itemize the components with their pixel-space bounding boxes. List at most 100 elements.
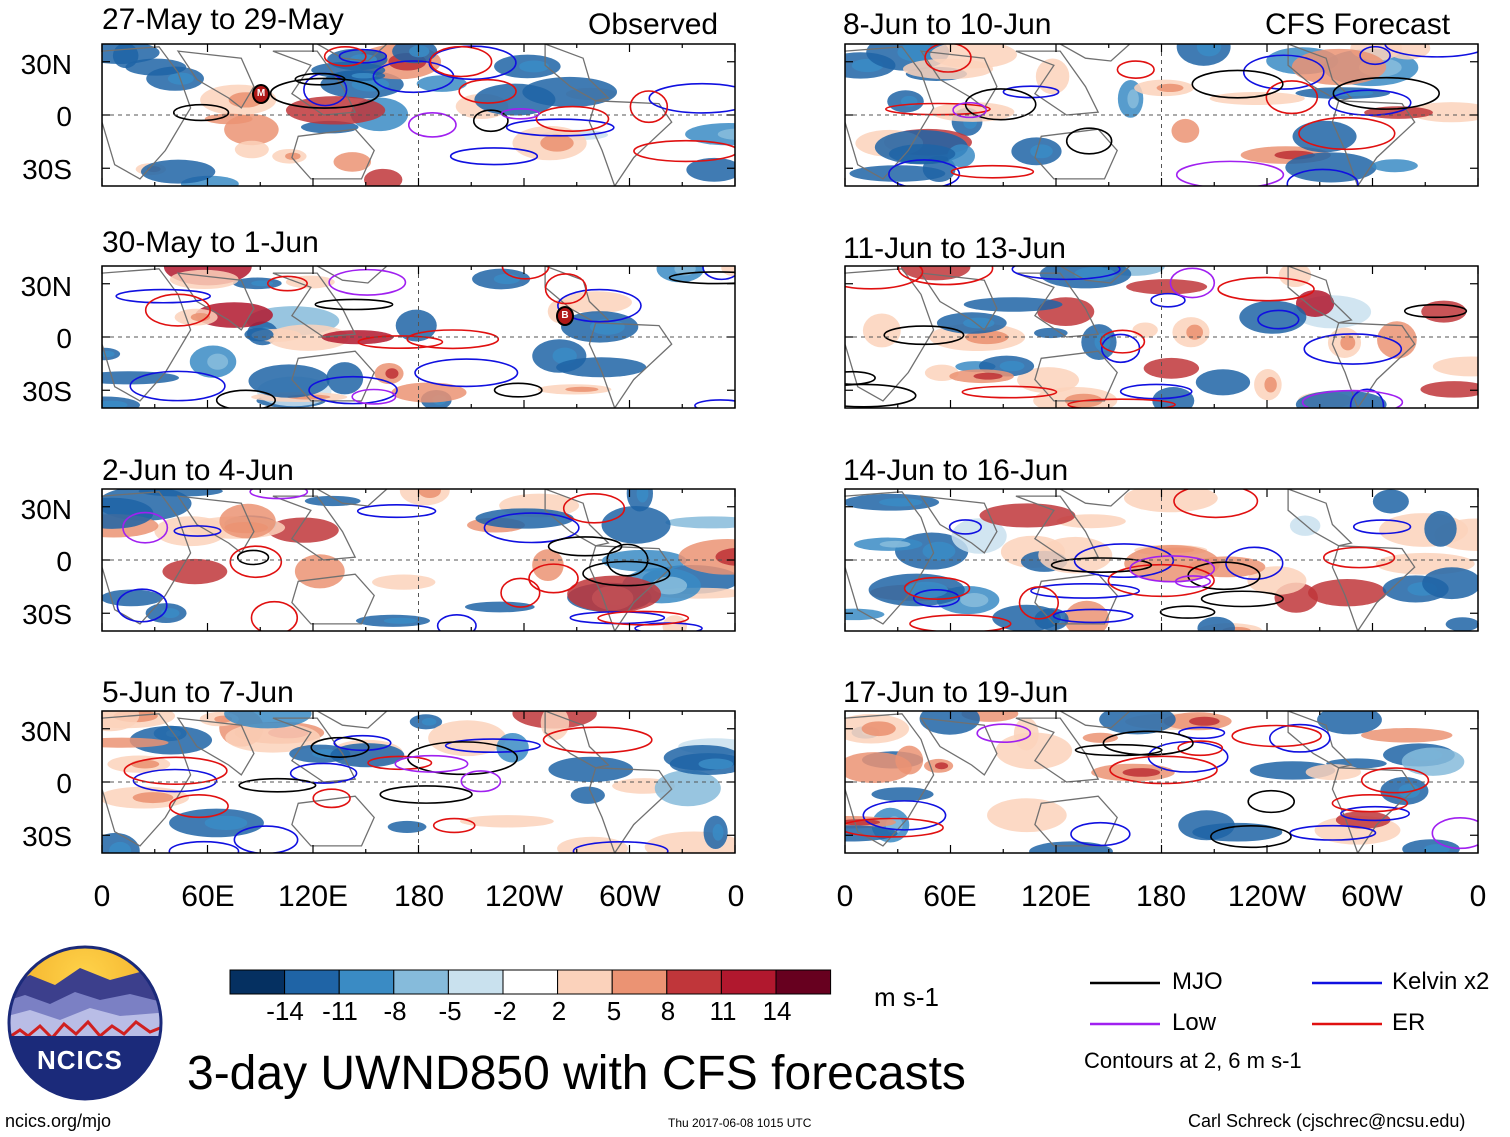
colorbar-swatch <box>557 969 613 995</box>
lat-label-eq: 0 <box>56 323 72 354</box>
coastline <box>588 767 673 853</box>
colorbar-tick: 11 <box>709 996 737 1026</box>
wave-contour <box>414 358 519 388</box>
coastline <box>1015 717 1100 783</box>
coastline <box>544 711 610 769</box>
wave-contour <box>1269 723 1331 753</box>
coastline <box>1331 767 1416 853</box>
wave-contour <box>173 525 222 537</box>
coastline <box>1058 489 1131 507</box>
wave-contour <box>1070 821 1131 847</box>
map-panel <box>844 43 1479 187</box>
colorbar-tick: 8 <box>660 996 676 1026</box>
wave-contour <box>367 755 433 771</box>
wave-contour <box>379 785 473 804</box>
map-panel <box>101 265 736 409</box>
observed-label: Observed <box>588 8 719 41</box>
easterly-anomaly-shading <box>102 44 160 64</box>
lon-label-120e: 120E <box>1020 880 1092 913</box>
lat-label-eq: 0 <box>56 546 72 577</box>
easterly-anomaly-shading <box>474 83 556 116</box>
wave-contour <box>172 103 230 122</box>
wave-contour <box>542 726 653 754</box>
map-panel <box>101 710 736 854</box>
wave-contour <box>269 77 380 109</box>
anomaly-core-shading <box>102 400 128 408</box>
wave-contour <box>115 288 211 304</box>
observed-panel-3-title: 2-Jun to 4-Jun <box>102 454 294 487</box>
wave-contour <box>562 492 626 524</box>
westerly-anomaly-shading <box>321 330 394 345</box>
lon-label-0: 0 <box>727 880 745 913</box>
wave-contour <box>648 82 735 114</box>
wave-contour <box>333 734 392 752</box>
wave-contour <box>1116 60 1155 79</box>
westerly-anomaly-shading <box>364 168 403 186</box>
coastline <box>315 711 388 729</box>
anomaly-core-shading <box>351 72 376 79</box>
lat-label-30s: 30S <box>22 376 72 407</box>
wave-contour <box>572 840 669 853</box>
westerly-anomaly-shading <box>1420 381 1478 398</box>
coastline <box>272 50 357 116</box>
wave-contour <box>436 614 477 631</box>
westerly-anomaly-shading <box>1209 92 1305 105</box>
wave-contour <box>1286 168 1359 186</box>
easterly-anomaly-shading <box>992 604 1061 631</box>
lon-label-60e: 60E <box>181 880 235 913</box>
coastline <box>919 272 998 331</box>
wave-contour <box>1177 740 1224 757</box>
wave-contour <box>472 109 509 133</box>
westerly-anomaly-shading <box>721 266 735 277</box>
anomaly-core-shading <box>636 489 649 503</box>
colorbar-swatch <box>284 969 340 995</box>
easterly-anomaly-shading <box>330 743 405 768</box>
anomaly-core-shading <box>493 273 520 285</box>
lat-label-30n: 30N <box>20 494 72 525</box>
legend-label-kelvin: Kelvin x2 <box>1392 968 1490 995</box>
westerly-anomaly-shading <box>1295 290 1335 317</box>
wave-contour <box>845 817 944 838</box>
easterly-anomaly-shading <box>248 364 330 398</box>
wave-contour <box>132 768 218 793</box>
anomaly-core-shading <box>251 280 274 287</box>
anomaly-core-shading <box>519 60 549 73</box>
wave-contour <box>1340 805 1410 822</box>
coastline <box>1287 489 1353 547</box>
coastline <box>1058 711 1131 729</box>
anomaly-core-shading <box>204 815 248 831</box>
anomaly-core-shading <box>1189 716 1220 726</box>
westerly-anomaly-shading <box>1291 48 1387 86</box>
wave-contour <box>460 770 502 793</box>
westerly-anomaly-shading <box>1421 300 1467 323</box>
anomaly-core-shading <box>1264 376 1277 393</box>
anomaly-core-shading <box>108 841 132 853</box>
map-panel <box>844 710 1479 854</box>
westerly-anomaly-shading <box>862 313 901 348</box>
lon-label-120e: 120E <box>277 880 349 913</box>
wave-contour <box>458 78 517 104</box>
wave-contour <box>493 382 543 398</box>
wave-contour <box>1050 557 1153 573</box>
wave-contour <box>500 107 540 120</box>
coastline <box>176 717 255 776</box>
anomaly-core-shading <box>1074 266 1116 282</box>
westerly-anomaly-shading <box>845 752 912 783</box>
lon-label-60w: 60W <box>599 880 661 913</box>
anomaly-core-shading <box>1030 144 1053 159</box>
wave-contour <box>1360 767 1430 794</box>
footer-url[interactable]: ncics.org/mjo <box>5 1111 112 1131</box>
lat-label-30n: 30N <box>20 716 72 747</box>
anomaly-core-shading <box>934 762 949 770</box>
anomaly-core-shading <box>565 386 599 392</box>
wave-contour <box>1159 605 1216 619</box>
observed-panel-1-title: 27-May to 29-May <box>102 3 344 36</box>
wave-contour <box>1052 608 1134 624</box>
coastline <box>845 268 935 402</box>
map-panel <box>844 265 1479 409</box>
wave-contour <box>885 102 991 116</box>
coastline <box>291 573 375 625</box>
wave-contour <box>1265 80 1319 115</box>
wave-contour <box>1332 76 1440 110</box>
wave-contour <box>668 271 735 285</box>
